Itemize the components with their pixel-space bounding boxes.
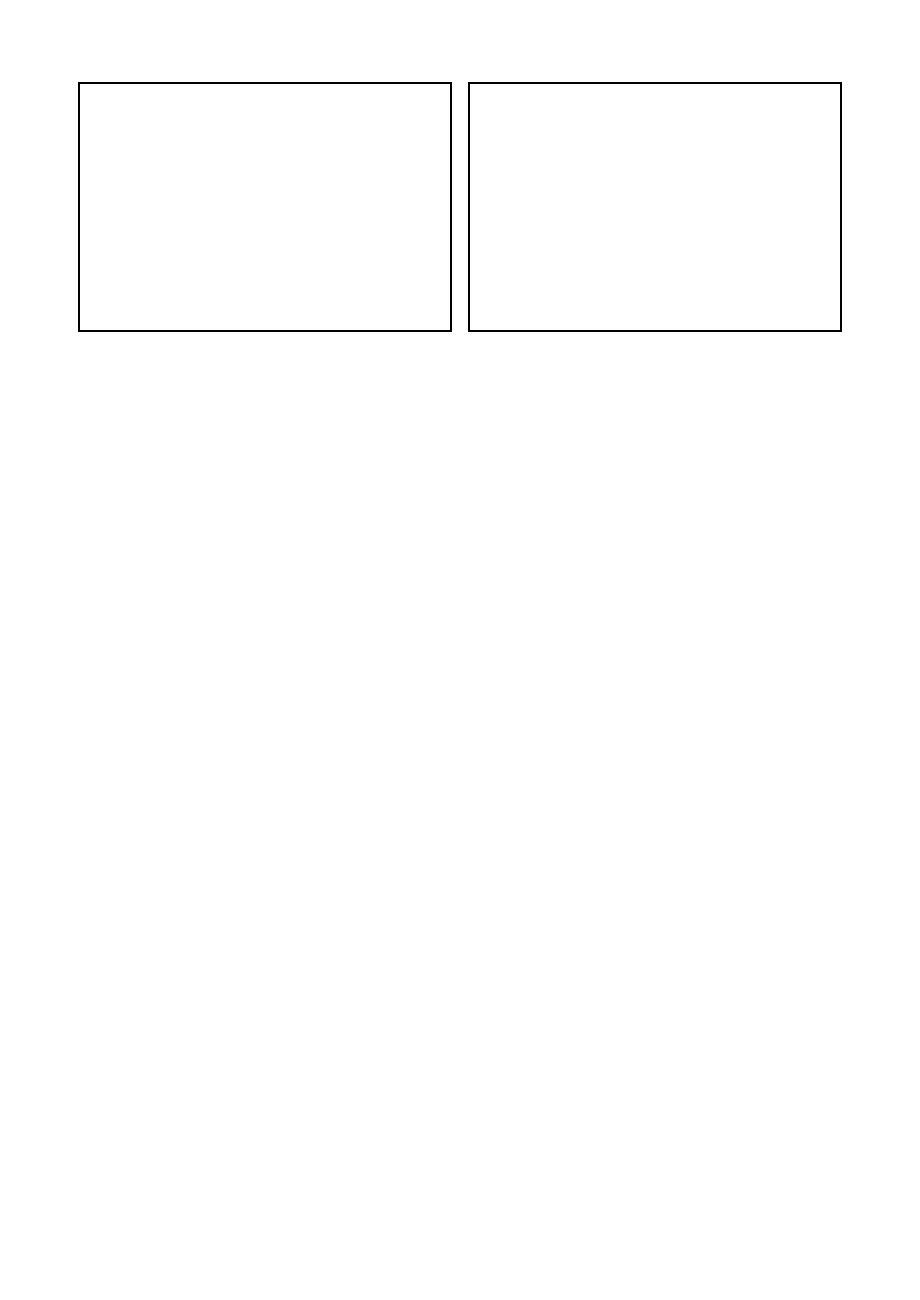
fig4-row — [78, 82, 842, 332]
fig4-left-map — [78, 82, 452, 332]
fig4-right-svg — [470, 84, 840, 330]
fig4-right-map — [468, 82, 842, 332]
fig4-left-svg — [80, 84, 450, 330]
fig5-wrap — [78, 348, 448, 498]
page — [0, 0, 920, 1300]
fig5-svg — [188, 348, 488, 498]
fig5 — [188, 348, 448, 498]
